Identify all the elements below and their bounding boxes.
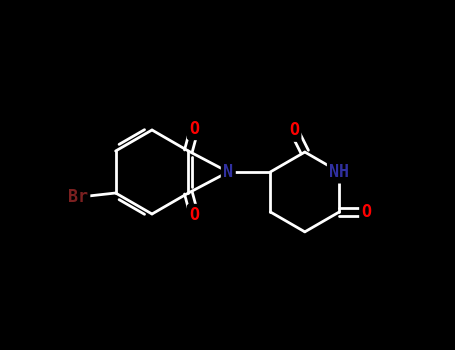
Text: O: O: [189, 120, 199, 138]
Text: O: O: [289, 121, 299, 139]
Text: NH: NH: [329, 163, 349, 181]
Text: N: N: [223, 163, 233, 181]
Text: O: O: [362, 203, 372, 221]
Text: Br: Br: [68, 188, 88, 206]
Text: O: O: [189, 206, 199, 224]
